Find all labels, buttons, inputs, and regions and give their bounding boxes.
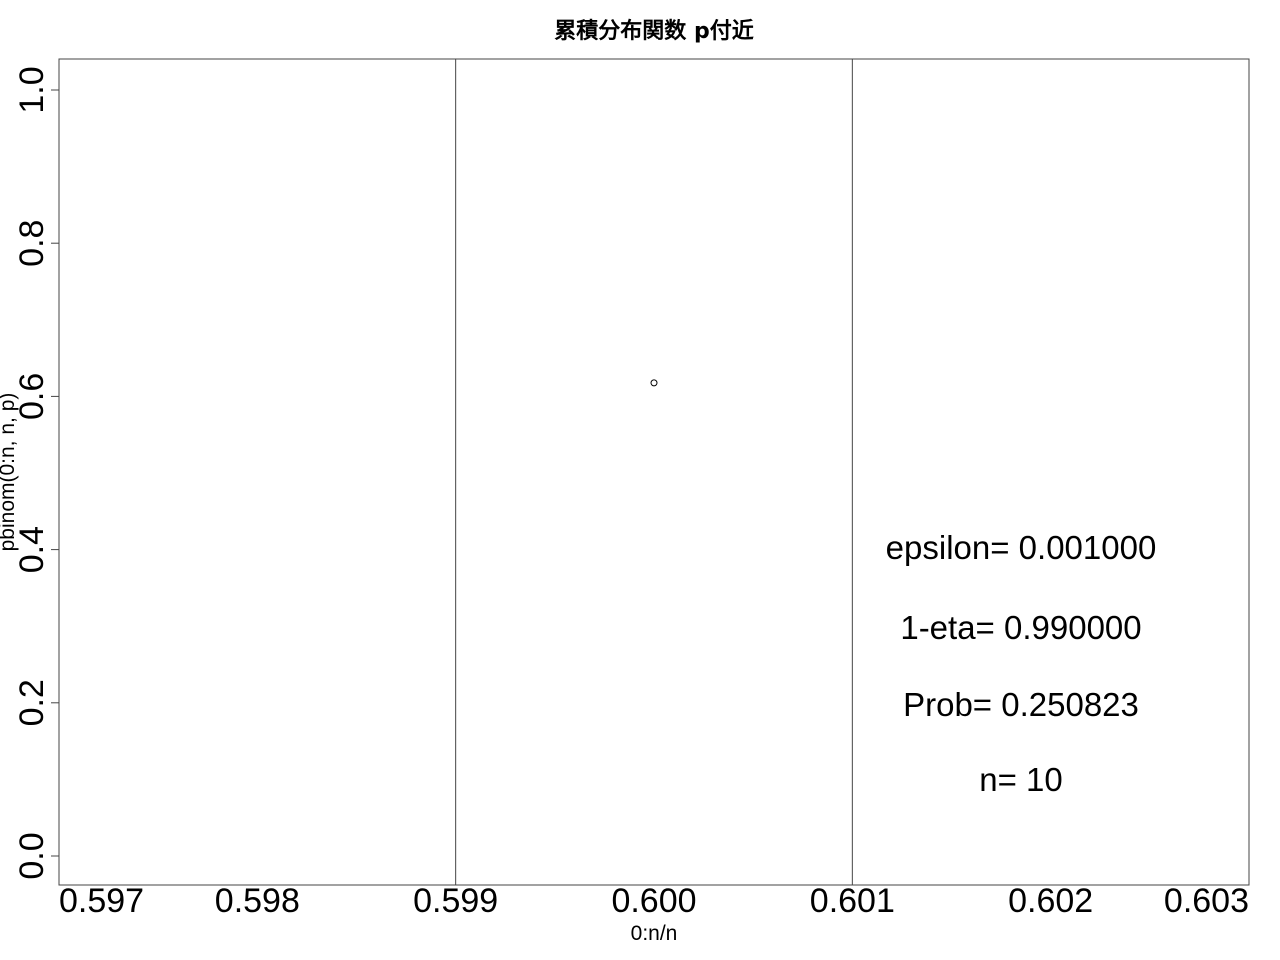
x-tick-label: 0.602 xyxy=(1008,882,1093,920)
data-points xyxy=(650,379,658,387)
x-tick-label: 0.603 xyxy=(1164,882,1249,920)
x-tick-label: 0.600 xyxy=(611,882,696,920)
annotations: epsilon= 0.001000 1-eta= 0.990000 Prob= 0.… xyxy=(886,529,1157,798)
y-tick-label: 0.8 xyxy=(13,220,51,267)
x-axis: 0.597 0.598 0.599 0.600 0.601 0.602 0.603 xyxy=(59,882,1249,920)
y-tick-label: 0.4 xyxy=(13,526,51,573)
chart-title: 累積分布関数 p付近 xyxy=(554,18,753,44)
y-tick-label: 0.2 xyxy=(13,679,51,726)
annotation-text: Prob= 0.250823 xyxy=(903,686,1139,723)
x-tick-label: 0.597 xyxy=(59,882,144,920)
x-axis-label: 0:n/n xyxy=(631,922,678,945)
x-tick-label: 0.599 xyxy=(413,882,498,920)
annotation-text: 1-eta= 0.990000 xyxy=(900,609,1141,646)
y-tick-label: 0.6 xyxy=(13,373,51,420)
x-tick-label: 0.601 xyxy=(810,882,895,920)
data-point-0 xyxy=(650,379,658,387)
annotation-text: n= 10 xyxy=(979,761,1063,798)
annotation-text: epsilon= 0.001000 xyxy=(886,529,1157,566)
y-axis: 0.0 0.2 0.4 0.6 0.8 1.0 xyxy=(13,66,59,880)
x-tick-label: 0.598 xyxy=(215,882,300,920)
y-tick-label: 1.0 xyxy=(13,66,51,113)
plot-frame xyxy=(58,58,1250,886)
y-axis-label: pbinom(0:n, n, p) xyxy=(0,393,19,552)
y-tick-label: 0.0 xyxy=(13,832,51,879)
vertical-lines xyxy=(455,59,853,885)
